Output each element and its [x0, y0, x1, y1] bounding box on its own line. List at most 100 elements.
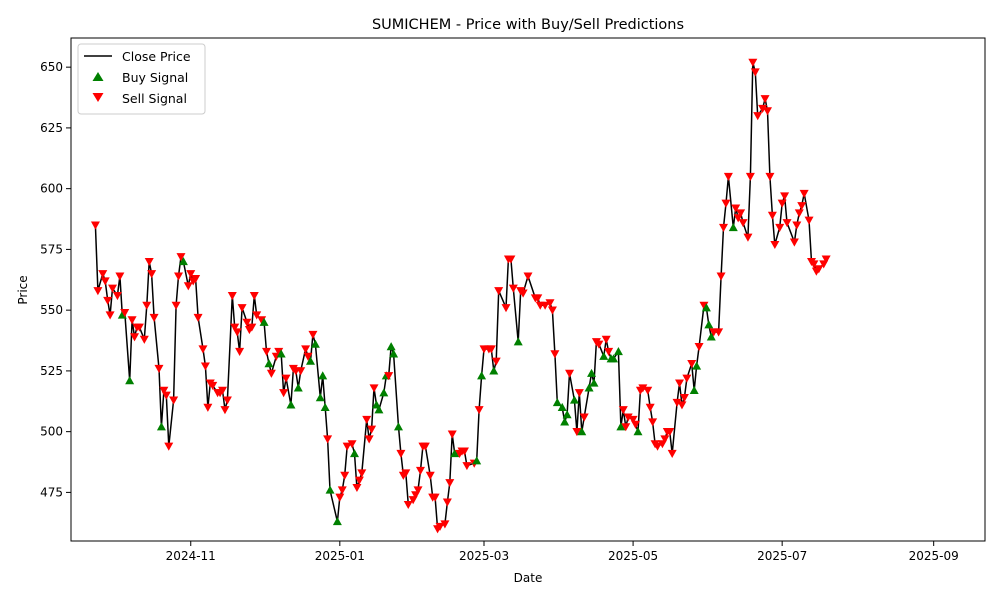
sell-signal-marker-146: [533, 294, 543, 303]
buy-signal-marker-172: [613, 346, 623, 356]
sell-signal-marker-4: [103, 296, 113, 305]
sell-signal-marker-120: [445, 479, 455, 488]
legend-entry-close: Close Price: [122, 49, 191, 64]
sell-signal-marker-44: [220, 406, 230, 415]
sell-signal-marker-240: [814, 265, 824, 274]
sell-signal-marker-186: [653, 442, 663, 451]
sell-signal-marker-209: [721, 199, 731, 208]
sell-signal-marker-176: [623, 413, 633, 422]
sell-signal-marker-58: [262, 347, 272, 356]
sell-signal-marker-47: [230, 323, 240, 332]
sell-signal-marker-20: [149, 313, 159, 322]
chart-marks: [90, 58, 831, 534]
sell-signal-marker-15: [134, 323, 144, 332]
sell-signal-marker-115: [430, 493, 440, 502]
sell-signal-marker-242: [821, 255, 831, 264]
buy-signal-marker-164: [589, 378, 599, 387]
sell-signal-marker-169: [604, 347, 614, 356]
sell-signal-marker-197: [687, 360, 697, 369]
sell-signal-marker-143: [518, 289, 528, 298]
buy-signal-marker-155: [562, 410, 572, 419]
y-tick-label-6: 625: [40, 121, 63, 135]
sell-signal-marker-5: [105, 311, 115, 320]
buy-signal-marker-202: [701, 303, 711, 312]
sell-signal-marker-54: [249, 291, 259, 301]
buy-signal-marker-96: [374, 405, 384, 414]
sell-signal-marker-60: [266, 369, 276, 378]
sell-signal-marker-181: [638, 384, 648, 393]
sell-signal-marker-166: [594, 340, 604, 349]
sell-signal-marker-64: [279, 389, 289, 398]
y-axis-ticks: 475 500 525 550 575 600 625 650: [40, 60, 71, 499]
x-tick-label-2: 2025-03: [459, 549, 509, 563]
sell-signal-marker-195: [679, 394, 689, 403]
sell-signal-marker-106: [403, 500, 413, 510]
buy-signal-marker-203: [704, 320, 714, 329]
sell-signal-marker-139: [506, 255, 516, 264]
buy-signal-marker-134: [489, 366, 499, 375]
sell-signal-marker-194: [677, 401, 687, 410]
sell-signal-marker-200: [694, 343, 704, 352]
buy-signal-marker-80: [325, 485, 335, 494]
buy-signal-marker-167: [599, 351, 609, 360]
y-tick-label-5: 600: [40, 182, 63, 196]
buy-signal-marker-30: [178, 257, 188, 266]
sell-signal-marker-236: [804, 216, 814, 225]
y-tick-label-1: 500: [40, 425, 63, 439]
sell-signal-marker-8: [115, 272, 125, 281]
buy-signal-marker-152: [552, 397, 562, 407]
x-tick-label-0: 2024-11: [166, 549, 216, 563]
sell-signal-marker-161: [579, 413, 589, 422]
sell-signal-marker-224: [765, 172, 775, 182]
sell-signal-marker-219: [750, 68, 760, 77]
buy-signal-marker-171: [609, 354, 619, 363]
sell-signal-marker-51: [242, 318, 252, 327]
sell-signal-marker-226: [770, 240, 780, 250]
sell-signal-marker-50: [237, 304, 247, 313]
y-tick-label-3: 550: [40, 303, 63, 317]
sell-signal-marker-84: [340, 471, 350, 480]
sell-signal-marker-135: [491, 357, 501, 366]
buy-signal-marker-100: [386, 342, 396, 351]
sell-signal-marker-2: [98, 270, 108, 279]
sell-signal-marker-137: [501, 304, 511, 313]
sell-signal-marker-233: [794, 209, 804, 218]
sell-signal-marker-19: [147, 270, 157, 279]
sell-signal-marker-85: [342, 442, 352, 451]
sell-signal-marker-45: [222, 396, 232, 405]
sell-signal-marker-182: [643, 386, 653, 395]
y-axis-label: Price: [16, 275, 30, 304]
sell-signal-marker-210: [723, 172, 733, 182]
buy-signal-marker-141: [513, 337, 523, 346]
sell-signal-marker-1: [93, 287, 103, 296]
sell-signal-marker-71: [301, 345, 311, 354]
buy-signal-marker-77: [318, 371, 328, 380]
sell-signal-marker-188: [660, 435, 670, 444]
buy-signal-marker-163: [587, 368, 597, 377]
sell-signal-marker-178: [631, 420, 641, 429]
sell-signal-marker-43: [218, 386, 228, 395]
buy-signal-marker-157: [569, 395, 579, 404]
sell-signal-marker-26: [169, 396, 179, 405]
sell-signal-marker-174: [618, 406, 628, 415]
sell-signal-marker-232: [792, 221, 802, 230]
sell-signal-marker-109: [413, 486, 423, 495]
buy-signal-marker-76: [315, 393, 325, 402]
buy-signal-marker-69: [293, 383, 303, 392]
legend-buy-swatch: [92, 72, 104, 81]
sell-signal-marker-215: [738, 219, 748, 228]
sell-signal-marker-90: [357, 469, 367, 478]
sell-signal-marker-35: [193, 313, 203, 322]
sell-signal-marker-229: [780, 192, 790, 201]
x-axis-label: Date: [514, 571, 543, 585]
sell-signal-marker-212: [731, 204, 741, 213]
sell-signal-marker-112: [420, 442, 430, 451]
plot-frame: [70, 37, 986, 542]
sell-signal-marker-225: [767, 211, 777, 220]
sell-signal-marker-32: [186, 270, 196, 279]
sell-signal-marker-118: [440, 520, 450, 529]
sell-signal-marker-121: [447, 430, 457, 439]
buy-signal-marker-73: [305, 356, 315, 365]
sell-signal-marker-94: [369, 384, 379, 393]
